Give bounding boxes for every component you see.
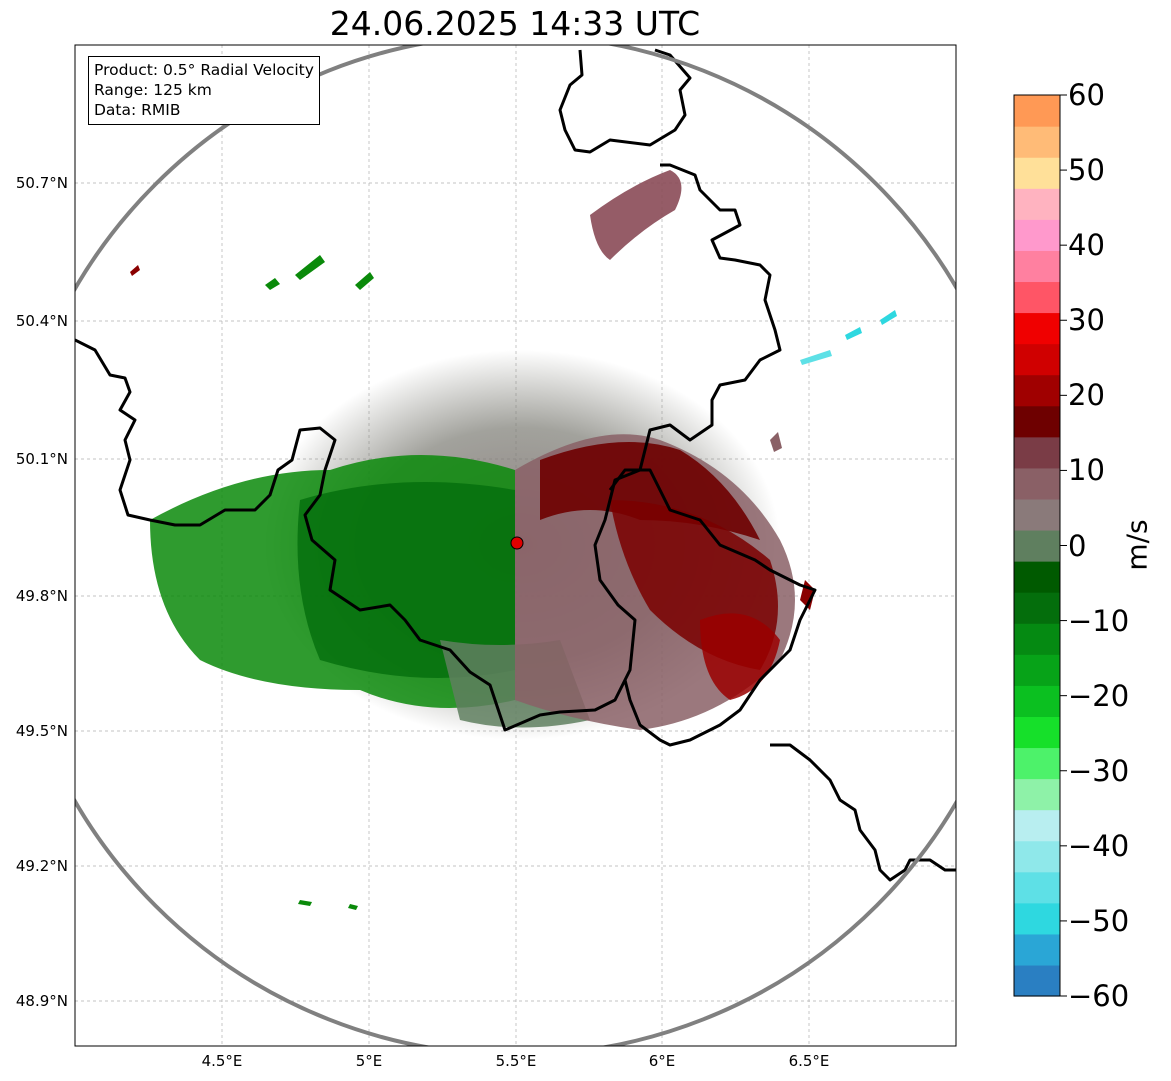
colorbar-band bbox=[1014, 778, 1060, 811]
colorbar-band bbox=[1014, 467, 1060, 500]
colorbar-tick-label: 0 bbox=[1068, 528, 1087, 563]
radar-site-marker[interactable] bbox=[510, 536, 524, 550]
colorbar-band bbox=[1014, 561, 1060, 593]
colorbar-band bbox=[1014, 188, 1060, 220]
colorbar-band bbox=[1014, 840, 1060, 873]
colorbar-unit: m/s bbox=[1120, 519, 1154, 571]
country-borders bbox=[75, 48, 956, 882]
info-source: Data: RMIB bbox=[94, 101, 181, 119]
colorbar-band bbox=[1014, 405, 1060, 438]
colorbar-band bbox=[1014, 871, 1060, 904]
lon-label: 6.5°E bbox=[788, 1052, 830, 1070]
lat-label: 50.7°N bbox=[15, 174, 68, 192]
colorbar-band bbox=[1014, 250, 1060, 283]
colorbar-band bbox=[1014, 281, 1060, 314]
lon-label: 5°E bbox=[355, 1052, 383, 1070]
info-product: Product: 0.5° Radial Velocity bbox=[94, 61, 314, 79]
lat-label: 49.5°N bbox=[15, 722, 68, 740]
colorbar-band bbox=[1014, 157, 1060, 189]
map-title: 24.06.2025 14:33 UTC bbox=[329, 4, 701, 43]
colorbar-band bbox=[1014, 436, 1060, 469]
colorbar-band bbox=[1014, 902, 1060, 935]
colorbar-band bbox=[1014, 343, 1060, 376]
lat-label: 50.4°N bbox=[15, 312, 68, 330]
lat-label: 50.1°N bbox=[15, 450, 68, 468]
plot-frame bbox=[74, 44, 957, 1047]
colorbar-tick-label: −20 bbox=[1068, 678, 1130, 713]
colorbar-tick-label: 10 bbox=[1068, 453, 1105, 488]
colorbar-band bbox=[1014, 312, 1060, 345]
colorbar-band bbox=[1014, 95, 1060, 127]
lon-label: 5.5°E bbox=[495, 1052, 537, 1070]
info-box: Product: 0.5° Radial Velocity Range: 125… bbox=[88, 56, 320, 125]
info-range: Range: 125 km bbox=[94, 81, 212, 99]
colorbar-band bbox=[1014, 219, 1060, 251]
colorbar-tick-label: −10 bbox=[1068, 603, 1130, 638]
colorbar-tick-label: 50 bbox=[1068, 153, 1105, 188]
colorbar-tick-label: −50 bbox=[1068, 903, 1130, 938]
lon-label: 6°E bbox=[648, 1052, 676, 1070]
colorbar bbox=[1013, 94, 1067, 997]
colorbar-band bbox=[1014, 654, 1060, 686]
lat-label: 49.8°N bbox=[15, 587, 68, 605]
colorbar-band bbox=[1014, 747, 1060, 780]
colorbar-tick-label: −30 bbox=[1068, 753, 1130, 788]
lon-label: 4.5°E bbox=[201, 1052, 243, 1070]
colorbar-band bbox=[1014, 623, 1060, 655]
colorbar-tick-label: −60 bbox=[1068, 979, 1130, 1013]
colorbar-band bbox=[1014, 529, 1060, 562]
colorbar-band bbox=[1014, 716, 1060, 749]
lat-label: 48.9°N bbox=[15, 992, 68, 1010]
colorbar-tick-label: 20 bbox=[1068, 378, 1105, 413]
colorbar-tick-label: 30 bbox=[1068, 303, 1105, 338]
colorbar-band bbox=[1014, 809, 1060, 842]
colorbar-band bbox=[1014, 498, 1060, 531]
colorbar-tick-label: −40 bbox=[1068, 828, 1130, 863]
colorbar-band bbox=[1014, 592, 1060, 624]
colorbar-tick-label: 40 bbox=[1068, 228, 1105, 263]
colorbar-tick-label: 60 bbox=[1068, 78, 1105, 112]
colorbar-band bbox=[1014, 374, 1060, 407]
lat-label: 49.2°N bbox=[15, 857, 68, 875]
colorbar-band bbox=[1014, 126, 1060, 158]
colorbar-band bbox=[1014, 964, 1060, 997]
colorbar-band bbox=[1014, 933, 1060, 966]
colorbar-band bbox=[1014, 685, 1060, 717]
